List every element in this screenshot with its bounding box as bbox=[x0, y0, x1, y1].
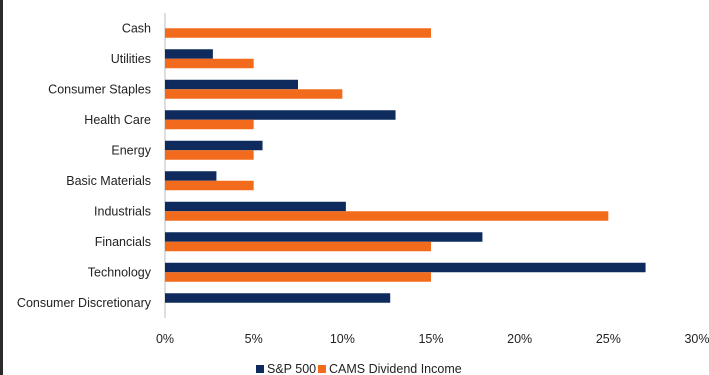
category-label-technology: Technology bbox=[88, 265, 152, 279]
bar-sandp-500-utilities bbox=[165, 49, 213, 59]
legend-swatch-sandp-500 bbox=[256, 365, 264, 373]
bar-cams-dividend-income-energy bbox=[165, 150, 254, 160]
bar-sandp-500-financials bbox=[165, 232, 483, 242]
bar-cams-dividend-income-basic-materials bbox=[165, 180, 254, 191]
bars-group bbox=[165, 28, 646, 303]
category-label-energy: Energy bbox=[111, 143, 151, 157]
bar-cams-dividend-income-technology bbox=[165, 272, 431, 282]
x-axis-ticks: 0% 5% 10% 15% 20% 25% 30% bbox=[156, 332, 709, 346]
category-label-consumer-staples: Consumer Staples bbox=[48, 82, 151, 96]
category-label-basic-materials: Basic Materials bbox=[66, 174, 151, 188]
bar-sandp-500-health-care bbox=[165, 110, 396, 120]
bar-cams-dividend-income-cash bbox=[165, 28, 431, 38]
category-label-industrials: Industrials bbox=[94, 204, 151, 218]
category-label-financials: Financials bbox=[95, 235, 151, 249]
x-tick-label: 10% bbox=[330, 332, 355, 346]
x-tick-label: 20% bbox=[507, 332, 532, 346]
legend-label-cams-dividend-income: CAMS Dividend Income bbox=[329, 362, 462, 375]
bar-cams-dividend-income-industrials bbox=[165, 211, 609, 221]
bar-sandp-500-consumer-discretionary bbox=[165, 293, 391, 303]
category-label-consumer-discretionary: Consumer Discretionary bbox=[17, 296, 152, 310]
x-tick-label: 25% bbox=[596, 332, 621, 346]
bar-sandp-500-basic-materials bbox=[165, 171, 217, 181]
bar-cams-dividend-income-health-care bbox=[165, 119, 254, 130]
category-label-health-care: Health Care bbox=[84, 113, 151, 127]
bar-sandp-500-industrials bbox=[165, 201, 346, 212]
x-tick-label: 30% bbox=[684, 332, 709, 346]
bar-sandp-500-energy bbox=[165, 140, 263, 151]
bar-cams-dividend-income-consumer-staples bbox=[165, 89, 343, 99]
category-label-cash: Cash bbox=[122, 21, 151, 35]
category-labels: Cash Utilities Consumer Staples Health Care… bbox=[17, 21, 152, 310]
legend-swatch-cams-dividend-income bbox=[318, 365, 326, 373]
bar-sandp-500-consumer-staples bbox=[165, 79, 298, 90]
x-tick-label: 15% bbox=[418, 332, 443, 346]
bar-cams-dividend-income-financials bbox=[165, 241, 431, 252]
category-label-utilities: Utilities bbox=[111, 52, 151, 66]
bar-sandp-500-technology bbox=[165, 262, 646, 273]
legend-label-sandp-500: S&P 500 bbox=[267, 362, 316, 375]
x-tick-label: 0% bbox=[156, 332, 174, 346]
legend: S&P 500 CAMS Dividend Income bbox=[256, 362, 462, 375]
x-tick-label: 5% bbox=[245, 332, 263, 346]
frame-left-border bbox=[0, 0, 3, 375]
bar-cams-dividend-income-utilities bbox=[165, 58, 254, 69]
